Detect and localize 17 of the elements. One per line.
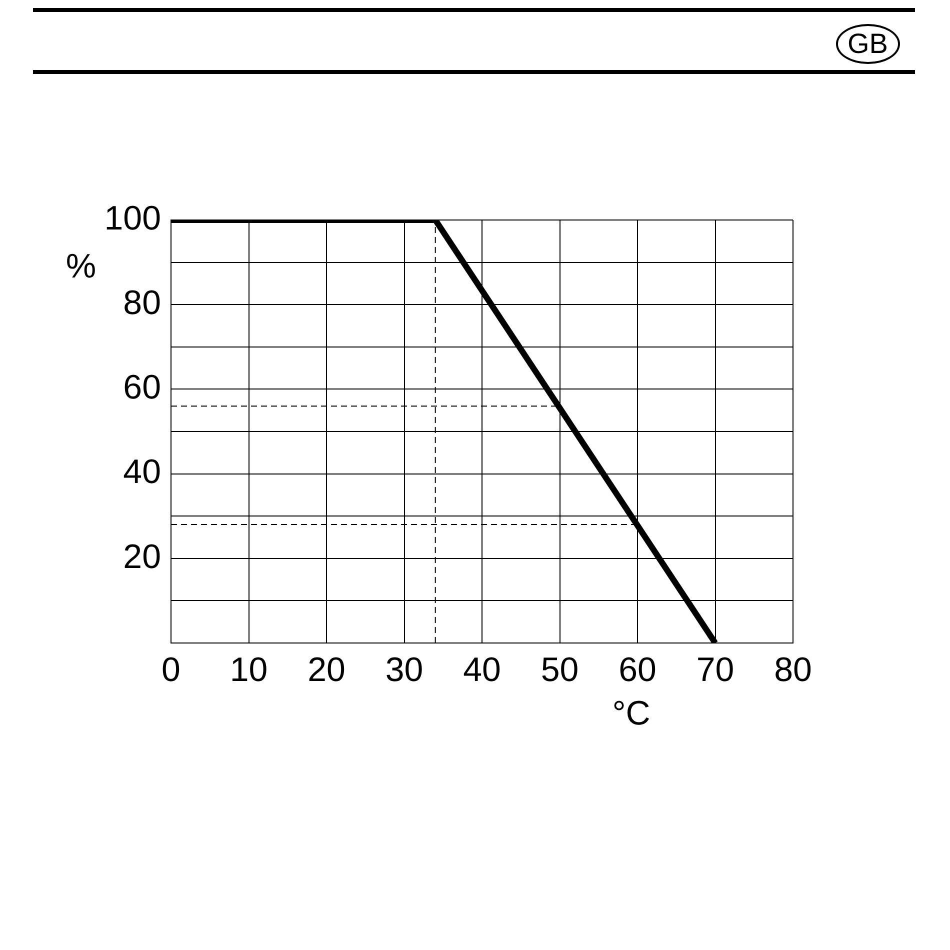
y-tick-label: 60 [123, 368, 161, 407]
y-tick-label: 40 [123, 453, 161, 492]
x-tick-label: 70 [696, 650, 734, 689]
x-tick-label: 10 [230, 650, 268, 689]
x-axis-title: °C [612, 694, 650, 732]
x-tick-label: 20 [308, 650, 346, 689]
x-tick-label: 80 [774, 650, 812, 689]
x-tick-label: 60 [618, 650, 656, 689]
y-tick-label: 80 [123, 284, 161, 322]
x-tick-label: 30 [385, 650, 424, 689]
text: GB [836, 24, 900, 64]
x-tick-label: 0 [162, 650, 180, 689]
y-tick-label: 20 [123, 538, 161, 576]
x-tick-label: 40 [463, 650, 501, 689]
x-tick-label: 50 [540, 650, 579, 689]
y-tick-label: 100 [104, 199, 161, 238]
y-axis-title: % [66, 247, 96, 286]
